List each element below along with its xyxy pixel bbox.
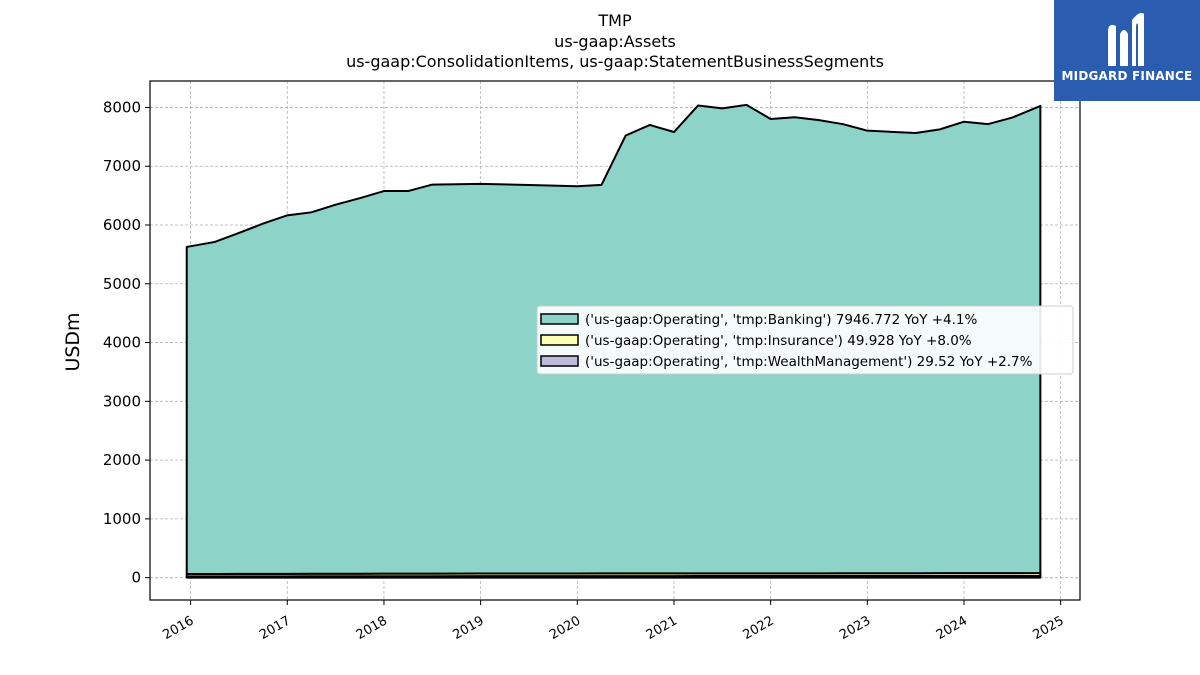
brand-logo: MIDGARD FINANCE xyxy=(1054,0,1200,101)
y-tick-label: 4000 xyxy=(103,334,141,352)
x-tick-label: 2017 xyxy=(257,613,293,643)
x-tick-label: 2018 xyxy=(354,613,390,643)
x-tick-label: 2019 xyxy=(450,613,486,643)
x-tick-label: 2022 xyxy=(740,613,776,643)
y-axis: 0 1000 2000 3000 4000 5000 6000 7000 8000 xyxy=(103,98,150,587)
y-tick-label: 2000 xyxy=(103,451,141,469)
x-tick-label: 2020 xyxy=(547,613,583,643)
logo-text: MIDGARD FINANCE xyxy=(1061,69,1193,83)
chart-title: TMP xyxy=(598,11,632,30)
plot-frame xyxy=(149,80,1081,601)
y-tick-label: 3000 xyxy=(103,392,141,410)
y-tick-label: 1000 xyxy=(103,510,141,528)
y-axis-label: USDm xyxy=(62,312,84,371)
logo-mark-icon xyxy=(1108,12,1144,66)
x-tick-label: 2021 xyxy=(644,613,680,643)
legend-entry: ('us-gaap:Operating', 'tmp:Banking') 794… xyxy=(585,312,978,328)
chart-subtitle-axes: us-gaap:ConsolidationItems, us-gaap:Stat… xyxy=(346,52,884,71)
legend-swatch xyxy=(540,334,579,346)
x-tick-label: 2016 xyxy=(160,613,196,643)
y-tick-label: 8000 xyxy=(103,98,141,116)
legend-entry: ('us-gaap:Operating', 'tmp:Insurance') 4… xyxy=(585,333,972,349)
legend-swatch xyxy=(540,355,579,367)
legend-swatch xyxy=(540,313,579,325)
legend: ('us-gaap:Operating', 'tmp:Banking') 794… xyxy=(536,305,1074,375)
x-axis: 2016 2017 2018 2019 2020 2021 2022 2023 2024 2025 xyxy=(160,600,1067,643)
legend-entry: ('us-gaap:Operating', 'tmp:WealthManagem… xyxy=(585,354,1033,370)
x-tick-label: 2023 xyxy=(837,613,873,643)
legend-box xyxy=(536,305,1074,375)
y-tick-label: 6000 xyxy=(103,216,141,234)
chart-subtitle-concept: us-gaap:Assets xyxy=(554,32,676,51)
y-tick-label: 0 xyxy=(131,569,141,587)
x-tick-label: 2025 xyxy=(1031,613,1067,643)
y-tick-label: 7000 xyxy=(103,157,141,175)
x-tick-label: 2024 xyxy=(934,613,970,643)
y-tick-label: 5000 xyxy=(103,275,141,293)
